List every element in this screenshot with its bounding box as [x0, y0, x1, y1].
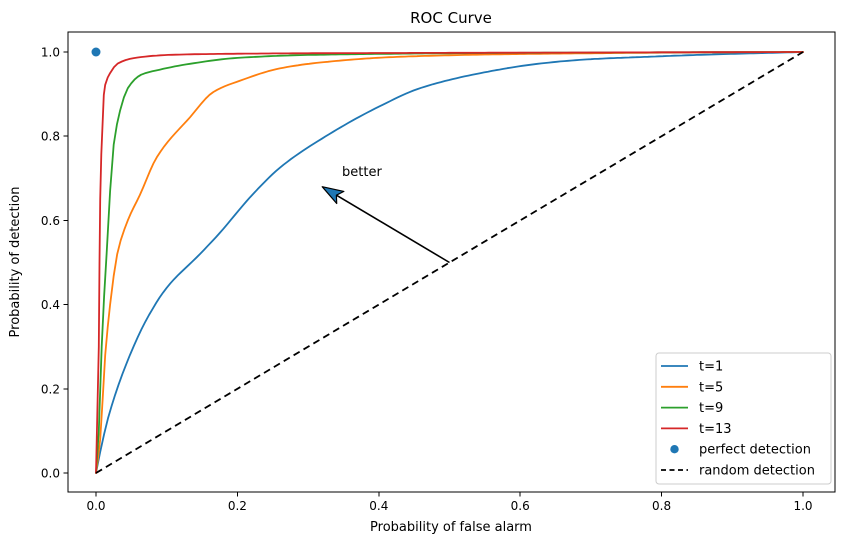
roc-curve-t=13	[95, 51, 804, 474]
x-tick-label: 1.0	[793, 499, 812, 513]
plot-area-frame	[67, 31, 836, 493]
roc-curves	[95, 51, 804, 474]
y-tick-label: 0.6	[41, 214, 60, 228]
arrow-shaft	[336, 194, 450, 264]
legend-label-random detection: random detection	[699, 464, 815, 479]
legend-marker-perfect detection	[670, 445, 679, 454]
y-tick-label: 0.4	[41, 298, 60, 312]
legend-label-t=9: t=9	[699, 401, 723, 416]
axis-ticks: 0.0 0.2 0.4 0.6 0.8 1.0 0.0 0.2 0.4 0.6 0.8 1.0	[41, 46, 813, 514]
x-tick-label: 0.6	[511, 499, 530, 513]
x-tick-label: 0.4	[369, 499, 388, 513]
x-tick-label: 0.8	[652, 499, 671, 513]
legend-label-t=5: t=5	[699, 380, 723, 395]
roc-curve-t=1	[95, 51, 804, 474]
chart-title: ROC Curve	[410, 9, 492, 27]
legend: t=1 t=5 t=9 t=13 perfect detection random det…	[655, 352, 832, 485]
arrow-head	[321, 186, 345, 205]
y-tick-label: 0.2	[41, 382, 60, 396]
legend-label-perfect detection: perfect detection	[699, 443, 811, 458]
x-axis-label: Probability of false alarm	[370, 520, 532, 535]
scatter-perfect detection	[91, 47, 101, 57]
legend-box	[655, 352, 832, 485]
annotation-better-label: better	[342, 165, 382, 180]
y-axis-label: Probability of detection	[8, 187, 23, 338]
x-tick-label: 0.0	[86, 499, 105, 513]
legend-label-t=1: t=1	[699, 360, 723, 375]
y-tick-label: 0.0	[41, 467, 60, 481]
better-annotation-arrow	[321, 186, 450, 264]
y-tick-label: 1.0	[41, 46, 60, 60]
legend-label-t=13: t=13	[699, 422, 732, 437]
x-tick-label: 0.2	[228, 499, 247, 513]
y-tick-label: 0.8	[41, 130, 60, 144]
perfect-detection-marker	[91, 47, 101, 57]
